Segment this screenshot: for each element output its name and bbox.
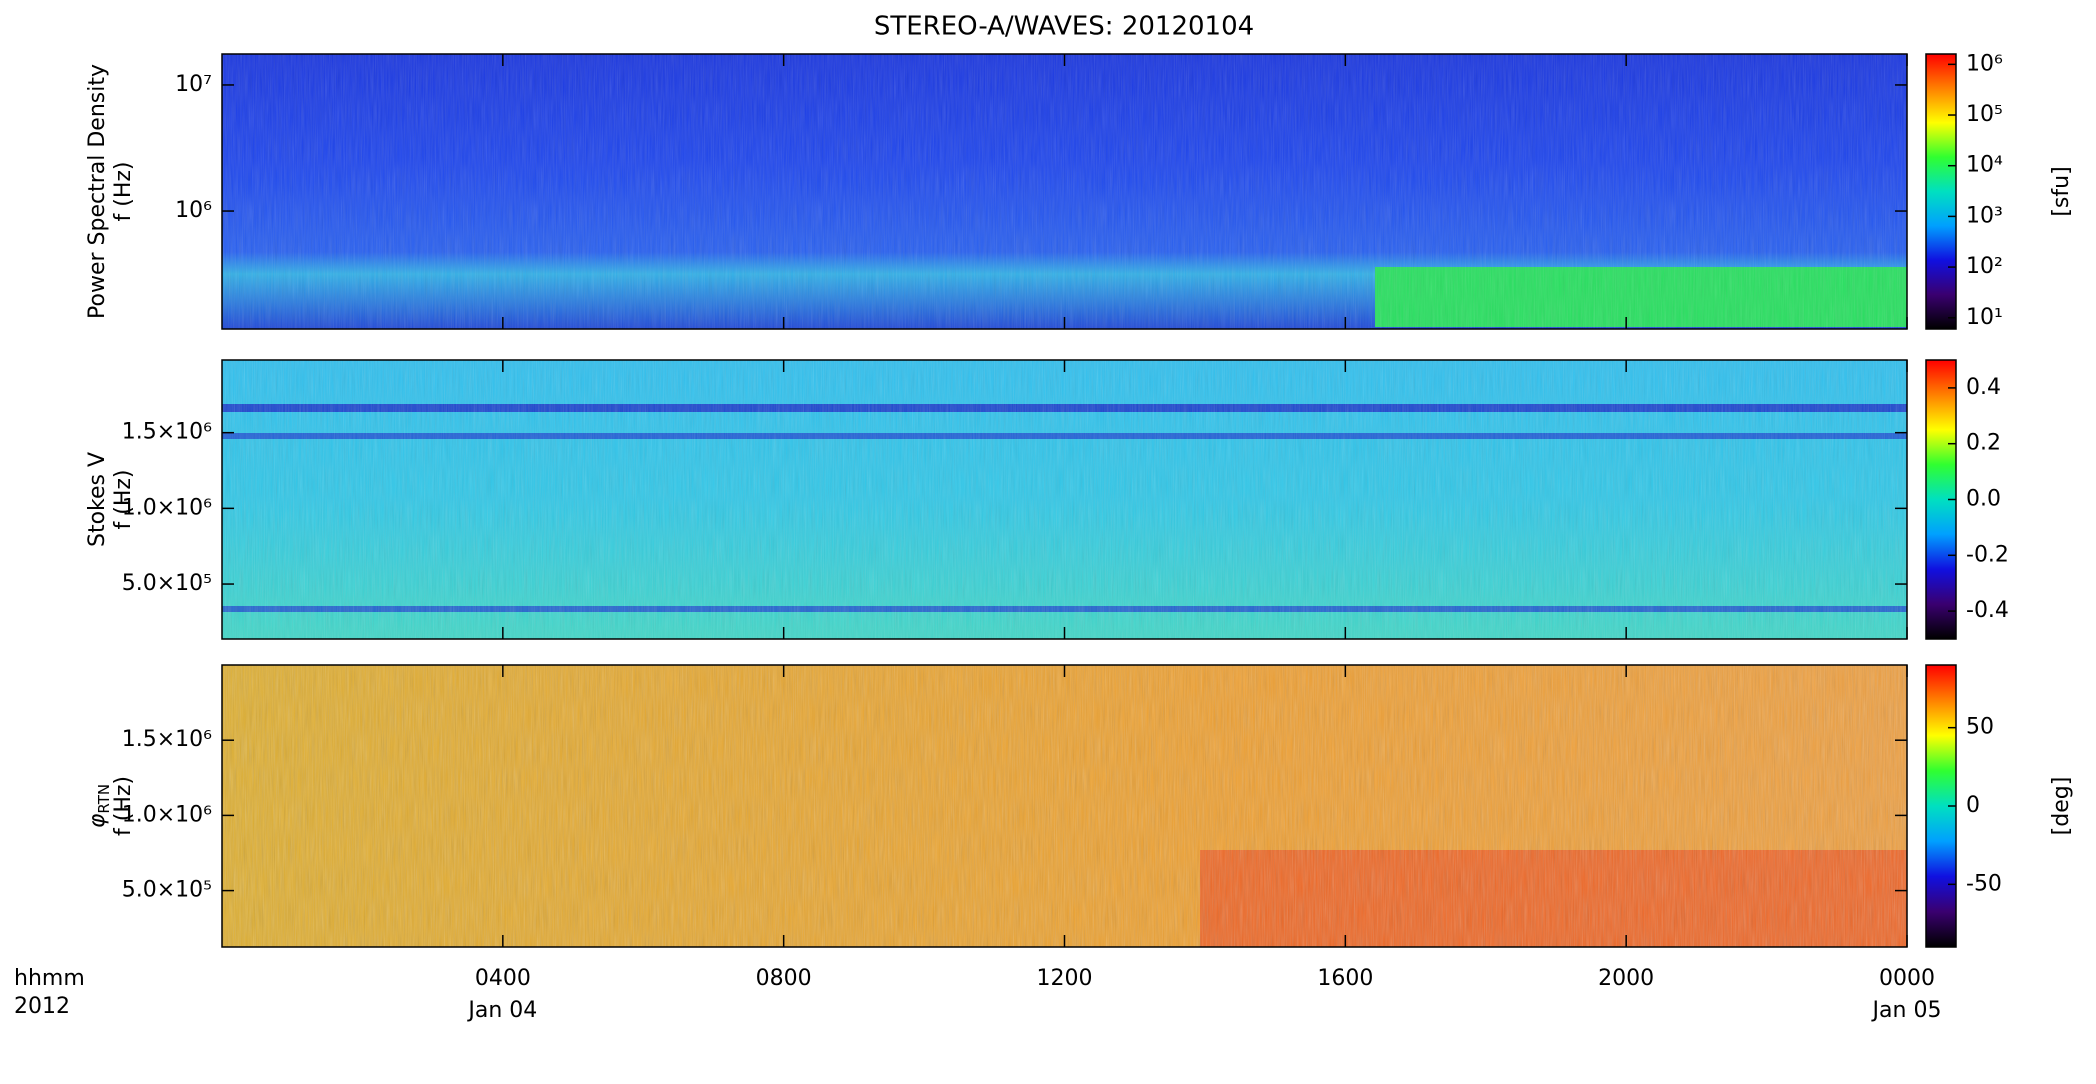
x-date-label: Jan 04	[466, 998, 537, 1023]
colorbar-tick-label: 10³	[1966, 203, 2003, 228]
colorbar-tick-label: 10⁵	[1966, 102, 2003, 127]
y-tick-label: 1.0×10⁶	[122, 802, 212, 827]
y-tick-label: 5.0×10⁵	[122, 571, 212, 596]
colorbar-tick-label: 10⁶	[1966, 51, 2003, 76]
y-axis-label: f (Hz)	[111, 776, 136, 836]
colorbar-label: [deg]	[2049, 777, 2074, 836]
x-tick-label: 1600	[1317, 966, 1373, 991]
x-tick-label: 0400	[475, 966, 531, 991]
y-tick-label: 1.0×10⁶	[122, 495, 212, 520]
y-tick-label: 10⁶	[175, 198, 212, 223]
colorbar-tick-label: 0	[1966, 793, 1980, 818]
spectrogram-texture	[222, 360, 1907, 639]
colorbar-tick-label: 50	[1966, 715, 1994, 740]
colorbar-label: [sfu]	[2049, 166, 2074, 216]
spectrogram-texture	[222, 665, 1907, 947]
y-axis-label: Power Spectral Density	[85, 64, 110, 319]
x-tick-label: 2000	[1598, 966, 1654, 991]
y-axis-label-subscript: RTN	[95, 784, 113, 814]
x-date-label: Jan 05	[1871, 998, 1942, 1023]
colorbar-tick-label: 10²	[1966, 254, 2003, 279]
spectrogram-texture	[222, 54, 1907, 329]
y-tick-label: 10⁷	[175, 72, 212, 97]
y-axis-label-symbol: φ	[85, 813, 110, 828]
colorbar-tick-label: 0.4	[1966, 375, 2001, 400]
y-axis-label: f (Hz)	[111, 162, 136, 222]
colorbar-tick-label: -0.2	[1966, 542, 2009, 567]
colorbar-tick-label: -50	[1966, 871, 2002, 896]
x-tick-label: 0800	[756, 966, 812, 991]
y-tick-label: 1.5×10⁶	[122, 727, 212, 752]
colorbar-tick-label: 0.2	[1966, 431, 2001, 456]
chart-title: STEREO-A/WAVES: 20120104	[874, 12, 1254, 42]
y-axis-label: φRTN	[85, 784, 113, 828]
y-tick-label: 5.0×10⁵	[122, 878, 212, 903]
y-tick-label: 1.5×10⁶	[122, 420, 212, 445]
colorbar	[1925, 53, 1957, 330]
x-axis-corner-label: hhmm	[14, 966, 85, 991]
colorbar-tick-label: 10⁴	[1966, 153, 2003, 178]
x-tick-label: 0000	[1879, 966, 1935, 991]
spectrogram-backgrounds	[222, 54, 1907, 947]
x-tick-label: 1200	[1037, 966, 1093, 991]
y-axis-label: f (Hz)	[111, 470, 136, 530]
colorbar-tick-label: 10¹	[1966, 305, 2003, 330]
y-axis-label: Stokes V	[85, 452, 110, 547]
colorbar-tick-label: -0.4	[1966, 598, 2009, 623]
x-axis-corner-label: 2012	[14, 994, 70, 1019]
colorbar-tick-label: 0.0	[1966, 487, 2001, 512]
